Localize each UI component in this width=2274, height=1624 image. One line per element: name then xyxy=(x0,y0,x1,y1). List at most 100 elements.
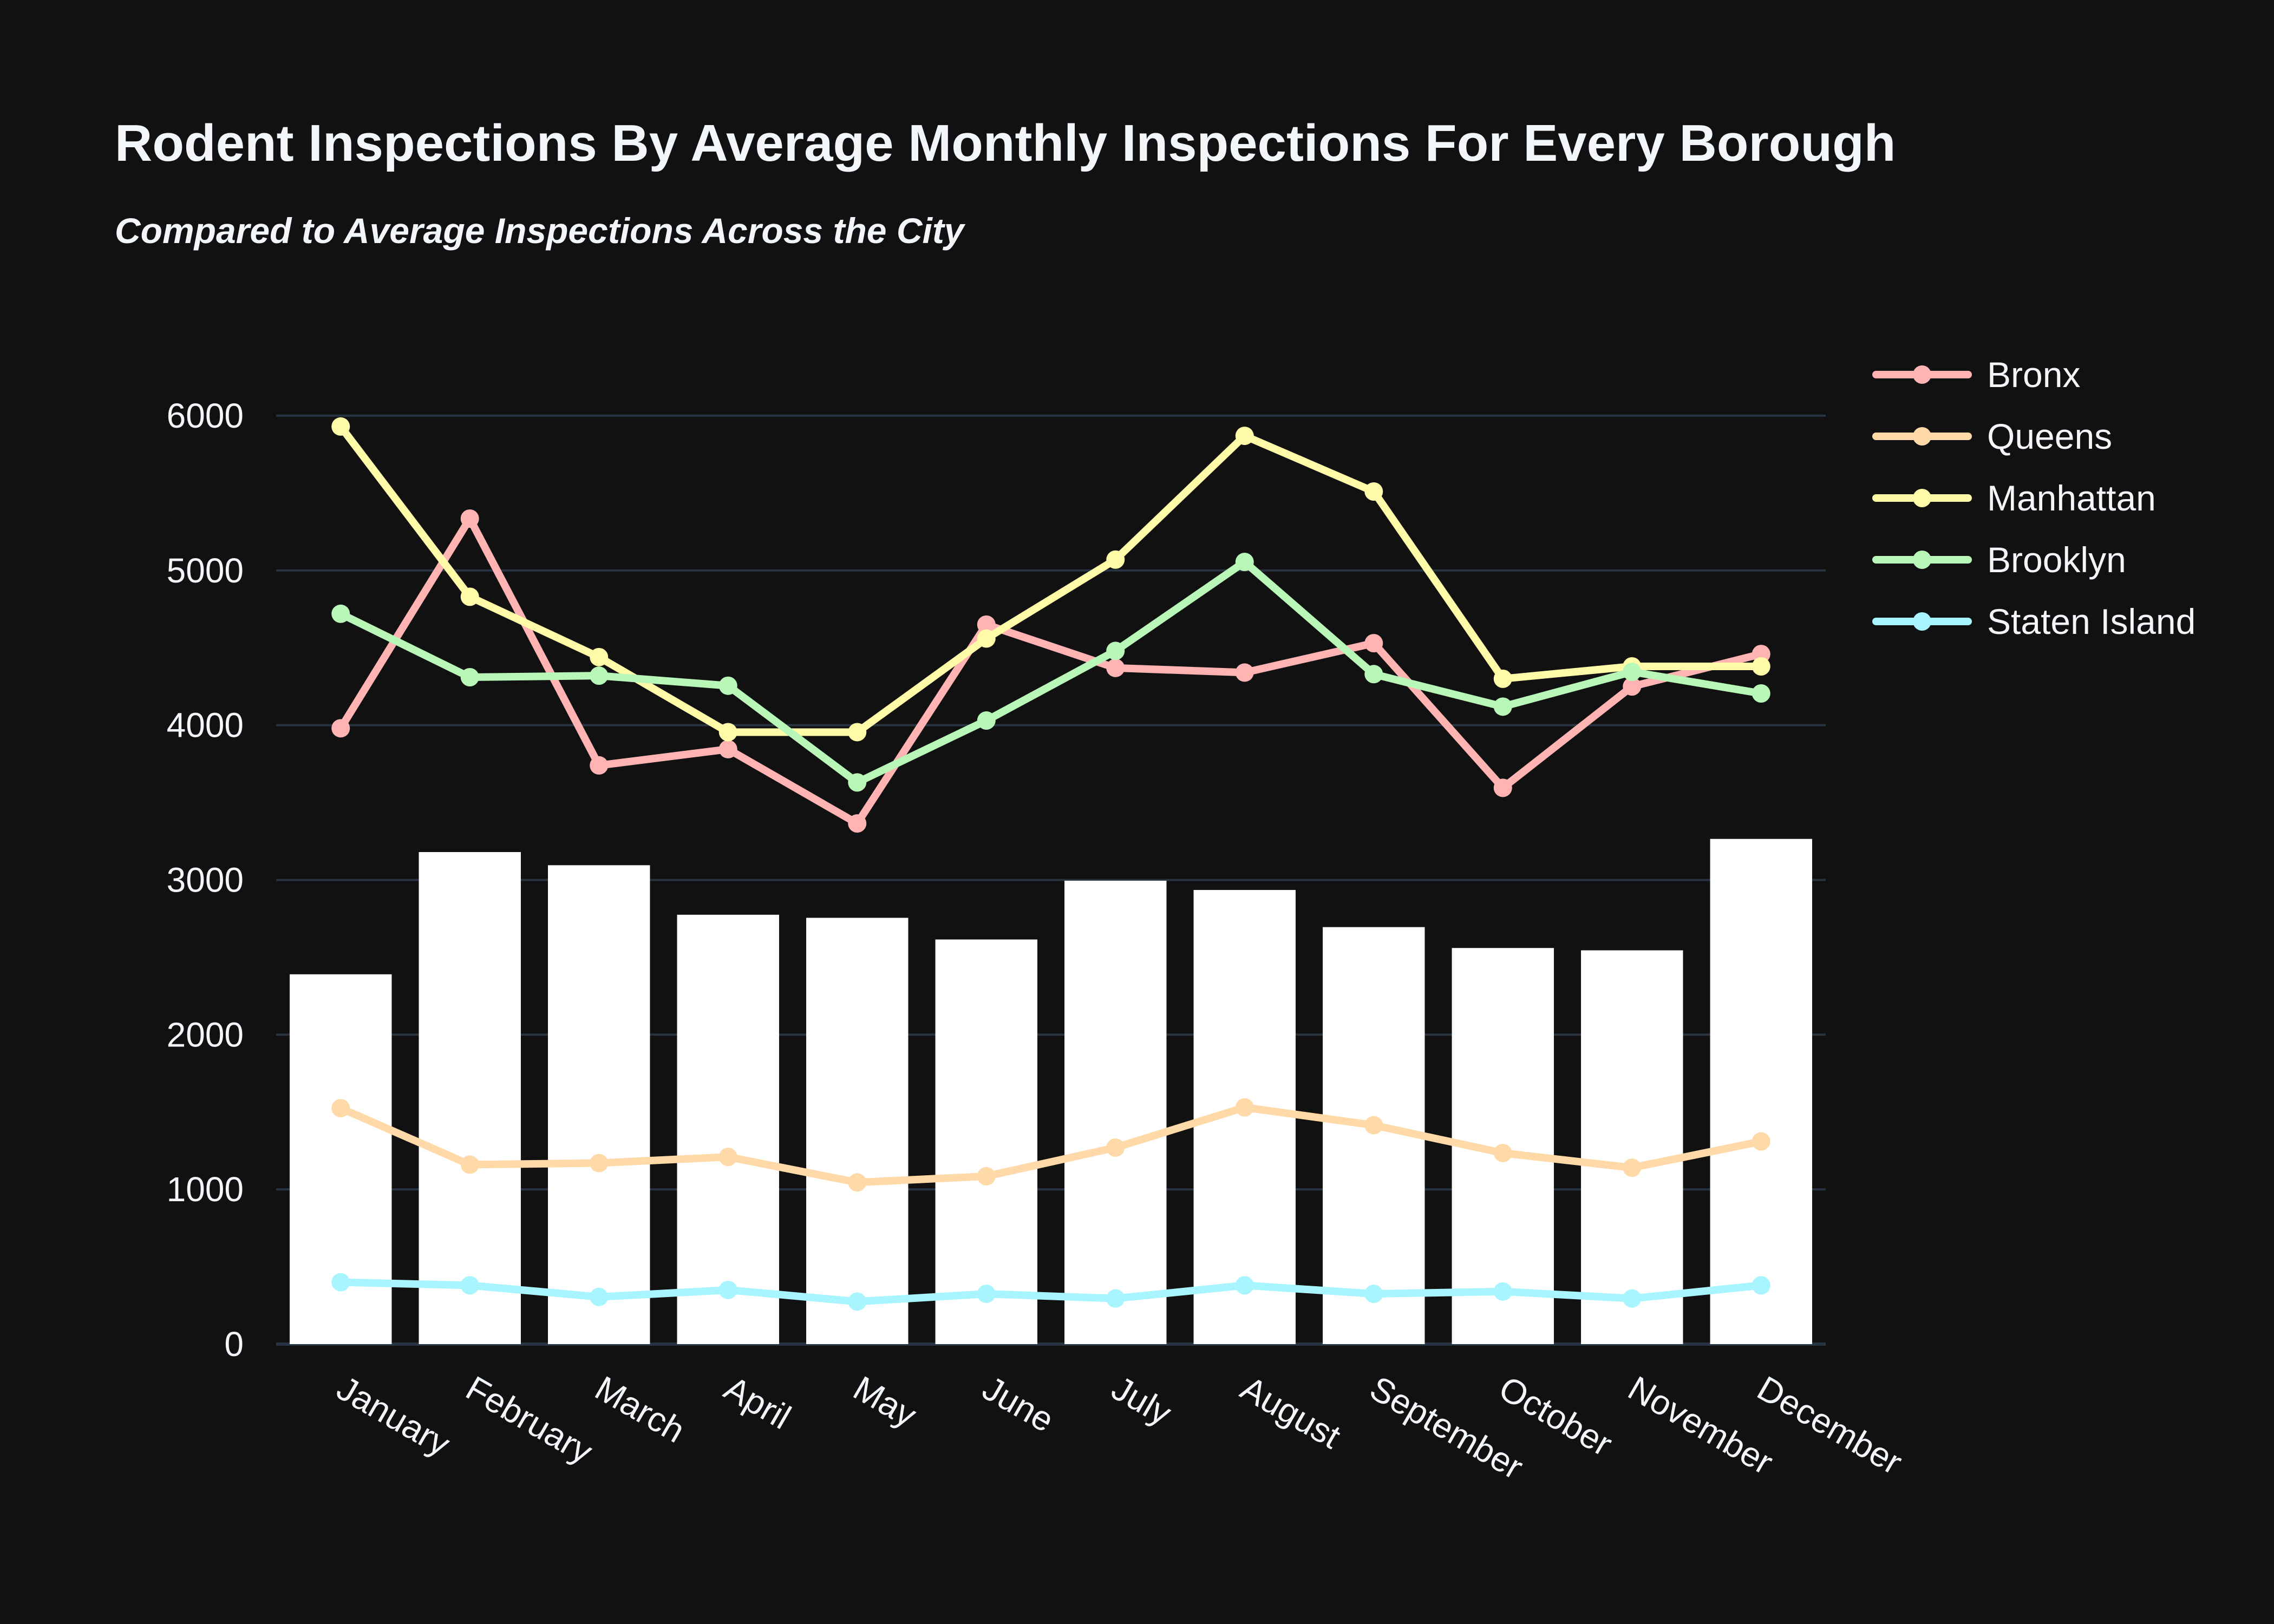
bar[interactable] xyxy=(548,865,650,1344)
data-point[interactable] xyxy=(1364,1116,1383,1135)
data-point[interactable] xyxy=(1623,677,1642,696)
legend-label[interactable]: Manhattan xyxy=(1987,478,2156,518)
data-point[interactable] xyxy=(590,1287,609,1306)
x-tick-label: March xyxy=(589,1368,691,1450)
data-point[interactable] xyxy=(331,604,350,623)
data-point[interactable] xyxy=(718,1280,737,1299)
data-point[interactable] xyxy=(1493,697,1512,716)
data-point[interactable] xyxy=(1106,550,1125,569)
data-point[interactable] xyxy=(718,739,737,758)
data-point[interactable] xyxy=(1235,1098,1254,1117)
y-tick-label: 5000 xyxy=(167,551,244,590)
x-tick-label: February xyxy=(460,1368,599,1471)
bar[interactable] xyxy=(1064,880,1167,1344)
data-point[interactable] xyxy=(848,723,867,742)
bar[interactable] xyxy=(677,914,779,1344)
y-tick-label: 3000 xyxy=(167,860,244,899)
data-point[interactable] xyxy=(1493,1143,1512,1162)
bar[interactable] xyxy=(1710,839,1812,1344)
data-point[interactable] xyxy=(1364,634,1383,653)
data-point[interactable] xyxy=(977,1167,996,1186)
series-line xyxy=(337,1103,1765,1187)
y-tick-label: 4000 xyxy=(167,706,244,745)
series-line xyxy=(337,1278,1765,1306)
data-point[interactable] xyxy=(460,1276,479,1295)
data-point[interactable] xyxy=(977,615,996,634)
series-line xyxy=(337,515,1765,828)
data-point[interactable] xyxy=(848,814,867,833)
legend-marker[interactable] xyxy=(1913,365,1931,384)
data-point[interactable] xyxy=(590,666,609,685)
data-point[interactable] xyxy=(1235,663,1254,682)
data-point[interactable] xyxy=(977,711,996,730)
x-tick-label: January xyxy=(330,1368,456,1464)
bar[interactable] xyxy=(419,852,521,1344)
data-point[interactable] xyxy=(1364,482,1383,501)
data-point[interactable] xyxy=(1752,657,1770,676)
data-point[interactable] xyxy=(1106,1138,1125,1157)
legend-label[interactable]: Brooklyn xyxy=(1987,540,2126,580)
series-line xyxy=(337,558,1765,787)
legend-label[interactable]: Bronx xyxy=(1987,355,2080,395)
data-point[interactable] xyxy=(718,1148,737,1167)
legend-marker[interactable] xyxy=(1913,612,1931,631)
legend[interactable]: Bronx Queens Manhattan Brooklyn Staten Islan… xyxy=(1872,355,2195,641)
data-point[interactable] xyxy=(1106,641,1125,660)
bar-series xyxy=(290,839,1812,1344)
y-tick-label: 6000 xyxy=(167,396,244,435)
data-point[interactable] xyxy=(1752,1276,1770,1295)
data-point[interactable] xyxy=(1493,1282,1512,1301)
data-point[interactable] xyxy=(977,1285,996,1304)
data-point[interactable] xyxy=(1364,1285,1383,1304)
legend-marker[interactable] xyxy=(1913,489,1931,507)
legend-marker[interactable] xyxy=(1913,427,1931,446)
data-point[interactable] xyxy=(1623,662,1642,681)
data-point[interactable] xyxy=(460,509,479,528)
data-point[interactable] xyxy=(848,1292,867,1311)
chart-subtitle: Compared to Average Inspections Across t… xyxy=(115,211,964,251)
legend-marker[interactable] xyxy=(1913,551,1931,569)
data-point[interactable] xyxy=(1493,669,1512,688)
data-point[interactable] xyxy=(331,719,350,738)
legend-label[interactable]: Queens xyxy=(1987,416,2112,456)
data-point[interactable] xyxy=(331,1099,350,1118)
data-point[interactable] xyxy=(331,1273,350,1292)
data-point[interactable] xyxy=(1752,684,1770,703)
data-point[interactable] xyxy=(590,647,609,666)
data-point[interactable] xyxy=(460,587,479,606)
data-point[interactable] xyxy=(1235,1276,1254,1295)
data-point[interactable] xyxy=(460,668,479,687)
chart-title: Rodent Inspections By Average Monthly In… xyxy=(115,114,1896,172)
data-point[interactable] xyxy=(1235,427,1254,446)
data-point[interactable] xyxy=(848,1173,867,1192)
gridlines xyxy=(276,414,1826,1346)
bar[interactable] xyxy=(806,918,909,1344)
data-point[interactable] xyxy=(1106,1289,1125,1308)
data-point[interactable] xyxy=(977,629,996,648)
data-point[interactable] xyxy=(718,676,737,695)
data-point[interactable] xyxy=(590,1154,609,1173)
legend-label[interactable]: Staten Island xyxy=(1987,601,2195,641)
data-point[interactable] xyxy=(1752,1132,1770,1151)
data-point[interactable] xyxy=(1623,1158,1642,1177)
bar[interactable] xyxy=(935,939,1037,1344)
line-series xyxy=(331,417,1770,1311)
bar[interactable] xyxy=(1581,950,1683,1344)
data-point[interactable] xyxy=(1364,665,1383,684)
data-point[interactable] xyxy=(848,773,867,792)
data-point[interactable] xyxy=(1493,778,1512,797)
data-point[interactable] xyxy=(1235,553,1254,572)
data-point[interactable] xyxy=(1623,1289,1642,1308)
y-tick-label: 0 xyxy=(224,1325,244,1364)
x-tick-label: November xyxy=(1622,1368,1780,1482)
x-tick-label: December xyxy=(1751,1368,1909,1482)
data-point[interactable] xyxy=(331,417,350,436)
x-tick-label: June xyxy=(976,1368,1061,1440)
data-point[interactable] xyxy=(460,1155,479,1174)
y-tick-label: 2000 xyxy=(167,1015,244,1054)
x-tick-label: April xyxy=(718,1368,798,1437)
x-tick-label: May xyxy=(847,1368,923,1435)
data-point[interactable] xyxy=(718,723,737,742)
data-point[interactable] xyxy=(1106,658,1125,677)
data-point[interactable] xyxy=(590,756,609,775)
